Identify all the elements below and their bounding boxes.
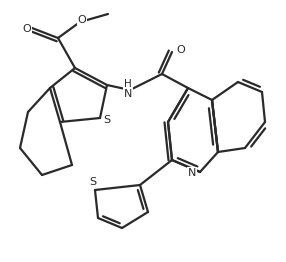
Text: H: H	[124, 79, 132, 89]
Text: S: S	[104, 115, 111, 125]
Text: O: O	[177, 45, 185, 55]
Text: N: N	[188, 168, 196, 178]
Text: O: O	[23, 24, 31, 34]
Text: O: O	[78, 15, 86, 25]
Text: N: N	[124, 89, 132, 99]
Text: S: S	[90, 177, 97, 187]
